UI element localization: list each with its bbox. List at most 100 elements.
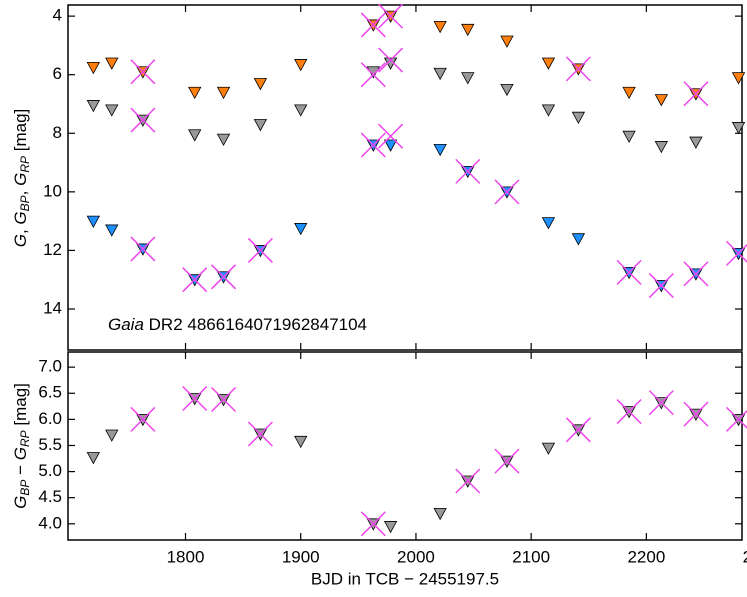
data-point xyxy=(433,67,447,81)
y-label-part: − xyxy=(11,460,30,479)
annotation: Gaia DR2 4866164071962847104 xyxy=(108,315,367,334)
rejected-cross xyxy=(378,3,404,29)
data-point xyxy=(105,429,119,442)
y-label-part: G xyxy=(11,211,30,224)
rejected-cross xyxy=(378,47,404,73)
y-tick-label: 10 xyxy=(43,181,62,200)
x-axis-label: BJD in TCB − 2455197.5 xyxy=(311,569,499,588)
y-tick-label: 4.5 xyxy=(38,487,62,506)
y-label-part: G xyxy=(11,447,30,460)
y-label-part: RP xyxy=(18,430,32,447)
y-tick-label: 6.5 xyxy=(38,383,62,402)
y-tick-label: 8 xyxy=(53,123,62,142)
data-point xyxy=(294,435,308,449)
y-tick-label: 7.0 xyxy=(38,357,62,376)
data-point xyxy=(433,507,447,521)
y-tick-label: 5.0 xyxy=(38,461,62,480)
x-tick-label: 2000 xyxy=(397,547,435,566)
x-tick-label: 2200 xyxy=(627,547,665,566)
y-label-part: RP xyxy=(18,156,32,173)
data-point xyxy=(461,72,475,85)
data-point xyxy=(294,104,308,117)
data-point xyxy=(188,129,202,142)
data-point xyxy=(216,86,231,100)
data-point xyxy=(541,104,556,117)
y-tick-label: 5.5 xyxy=(38,435,62,454)
y-label-part: , xyxy=(11,186,30,195)
rejected-cross xyxy=(360,12,386,38)
top-frame xyxy=(67,4,743,351)
rejected-cross xyxy=(182,385,208,412)
y-label-part: G xyxy=(11,496,30,509)
data-point xyxy=(86,452,101,465)
y-label-part: [mag] xyxy=(11,383,30,430)
data-point xyxy=(731,122,746,135)
data-point xyxy=(500,35,514,48)
rejected-cross xyxy=(455,468,481,494)
rejected-cross xyxy=(182,267,208,293)
rejected-cross xyxy=(616,259,642,285)
rejected-cross xyxy=(683,261,709,287)
data-point xyxy=(383,139,398,152)
data-point xyxy=(294,223,308,236)
data-point xyxy=(541,57,556,70)
y-label-part: BP xyxy=(18,195,32,211)
data-point xyxy=(216,133,231,146)
rejected-cross xyxy=(565,417,591,443)
annotation-part: DR2 4866164071962847104 xyxy=(144,315,367,334)
y-tick-label: 14 xyxy=(43,298,62,317)
data-point xyxy=(188,86,202,100)
x-tick-label: 1900 xyxy=(282,547,320,566)
data-point xyxy=(731,72,746,85)
x-tick-label: 2300 xyxy=(743,547,747,566)
rejected-cross xyxy=(247,421,273,447)
rejected-cross xyxy=(360,62,386,88)
data-point xyxy=(253,119,268,132)
bottom-frame xyxy=(67,351,743,541)
data-point xyxy=(571,111,586,125)
rejected-cross xyxy=(211,264,237,290)
rejected-cross xyxy=(455,158,481,184)
data-point xyxy=(433,20,447,34)
y-label-part: G xyxy=(11,173,30,186)
data-point xyxy=(622,86,636,100)
rejected-cross xyxy=(616,399,642,425)
y-tick-label: 6.0 xyxy=(38,409,62,428)
y-tick-label: 4.0 xyxy=(38,513,62,532)
rejected-cross xyxy=(360,511,386,537)
data-point xyxy=(461,23,475,37)
data-point xyxy=(294,59,308,72)
y-tick-label: 6 xyxy=(53,64,62,83)
rejected-cross xyxy=(247,237,273,263)
y-axis-label: GBP − GRP [mag] xyxy=(11,383,32,509)
rejected-cross xyxy=(648,273,674,299)
y-label-part: [mag] xyxy=(11,109,30,156)
y-label-part: , xyxy=(11,225,30,234)
rejected-cross xyxy=(494,179,520,205)
rejected-cross xyxy=(360,132,386,158)
data-point xyxy=(689,136,703,149)
annotation-part: Gaia xyxy=(108,315,144,334)
y-tick-label: 12 xyxy=(43,240,62,259)
data-point xyxy=(500,83,514,97)
data-point xyxy=(571,233,586,246)
data-point xyxy=(86,61,101,75)
rejected-cross xyxy=(378,123,404,149)
data-point xyxy=(86,100,101,113)
data-point xyxy=(622,130,636,144)
data-point xyxy=(433,143,447,157)
data-point xyxy=(253,78,268,91)
data-point xyxy=(105,224,119,237)
rejected-cross xyxy=(211,386,237,413)
rejected-cross xyxy=(130,107,156,133)
data-point xyxy=(541,217,556,230)
rejected-cross xyxy=(683,81,709,107)
rejected-cross xyxy=(130,406,156,432)
rejected-cross xyxy=(683,401,709,427)
rejected-cross xyxy=(130,59,156,85)
data-point xyxy=(383,521,398,534)
data-point xyxy=(654,94,669,107)
y-label-part: G xyxy=(11,234,30,247)
rejected-cross xyxy=(565,56,591,82)
